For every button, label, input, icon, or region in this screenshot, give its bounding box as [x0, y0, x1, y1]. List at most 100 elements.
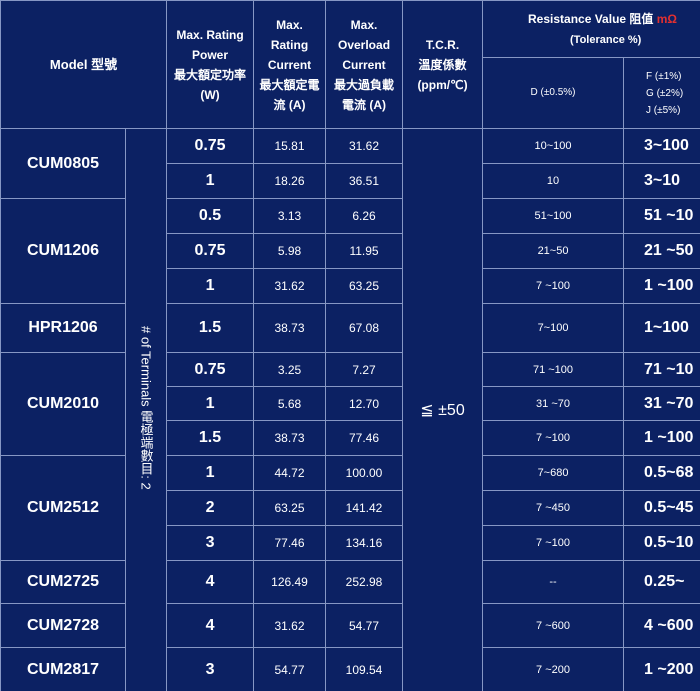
model-cell: CUM2728 [0, 603, 126, 648]
header-model: Model 型號 [0, 0, 168, 129]
current-cell: 3.25 [253, 352, 327, 387]
d-tolerance-cell: 10~100 [482, 128, 625, 164]
d-tolerance-cell: 7 ~100 [482, 268, 625, 304]
current-cell: 31.62 [253, 603, 327, 648]
current-cell: 63.25 [253, 490, 327, 526]
d-tolerance-cell: 10 [482, 163, 625, 199]
overload-cell: 7.27 [325, 352, 404, 387]
terminals-cell: # of Terminals 電極端數目: 2 [124, 128, 168, 691]
current-cell: 77.46 [253, 525, 327, 561]
table-row: 1.5 38.73 77.46 7 ~100 1 ~100 [1, 420, 700, 456]
fgj-tolerance-cell: 0.25~ [623, 560, 700, 604]
model-cell: CUM2817 [0, 647, 126, 691]
power-cell: 4 [166, 603, 255, 648]
current-cell: 18.26 [253, 163, 327, 199]
fgj-tolerance-cell: 21 ~50 [623, 233, 700, 269]
d-tolerance-cell: 31 ~70 [482, 386, 625, 421]
table-row: 1 31.62 63.25 7 ~100 1 ~100 [1, 268, 700, 304]
current-cell: 5.68 [253, 386, 327, 421]
overload-cell: 54.77 [325, 603, 404, 648]
header-overload: Max. Overload Current 最大過負載 電流 (A) [325, 0, 404, 129]
table-row: CUM1206 0.5 3.13 6.26 51~100 51 ~10 [0, 198, 700, 304]
power-cell: 1 [166, 163, 255, 199]
fgj-tolerance-cell: 3~10 [623, 163, 700, 199]
power-cell: 1.5 [166, 303, 255, 353]
power-cell: 0.75 [166, 233, 255, 269]
power-cell: 1 [166, 386, 255, 421]
overload-cell: 36.51 [325, 163, 404, 199]
power-cell: 0.75 [166, 128, 255, 164]
d-tolerance-cell: 7~680 [482, 455, 625, 491]
table-row: CUM2512 1 44.72 100.00 7~680 0.5~68 [0, 455, 700, 561]
table-row: CUM2817 3 54.77 109.54 7 ~200 1 ~200 [0, 647, 700, 691]
d-tolerance-cell: 7 ~450 [482, 490, 625, 526]
overload-cell: 63.25 [325, 268, 404, 304]
fgj-tolerance-cell: 51 ~10 [623, 198, 700, 234]
overload-cell: 141.42 [325, 490, 404, 526]
overload-cell: 77.46 [325, 420, 404, 456]
overload-cell: 6.26 [325, 198, 404, 234]
current-cell: 3.13 [253, 198, 327, 234]
overload-cell: 134.16 [325, 525, 404, 561]
d-tolerance-cell: 71 ~100 [482, 352, 625, 387]
table-row: HPR1206 1.5 38.73 67.08 7~100 1~100 [0, 303, 700, 353]
d-tolerance-cell: 7 ~100 [482, 525, 625, 561]
d-tolerance-cell: 7 ~200 [482, 647, 625, 691]
power-cell: 2 [166, 490, 255, 526]
header-fgj-tolerance: F (±1%) G (±2%) J (±5%) [623, 57, 700, 129]
overload-cell: 109.54 [325, 647, 404, 691]
current-cell: 31.62 [253, 268, 327, 304]
d-tolerance-cell: 7 ~600 [482, 603, 625, 648]
power-cell: 1 [166, 268, 255, 304]
fgj-tolerance-cell: 0.5~45 [623, 490, 700, 526]
d-tolerance-cell: 7~100 [482, 303, 625, 353]
table-row: CUM0805 # of Terminals 電極端數目: 2 0.75 15.81 3… [0, 128, 700, 691]
overload-cell: 67.08 [325, 303, 404, 353]
power-cell: 1 [166, 455, 255, 491]
tcr-cell: ≦ ±50 [402, 128, 484, 691]
model-cell: CUM2010 [0, 352, 126, 456]
table-row: 0.75 5.98 11.95 21~50 21 ~50 [1, 233, 700, 269]
overload-cell: 11.95 [325, 233, 404, 269]
fgj-tolerance-cell: 1~100 [623, 303, 700, 353]
fgj-tolerance-cell: 31 ~70 [623, 386, 700, 421]
power-cell: 1.5 [166, 420, 255, 456]
overload-cell: 12.70 [325, 386, 404, 421]
power-cell: 3 [166, 525, 255, 561]
current-cell: 38.73 [253, 420, 327, 456]
d-tolerance-cell: 21~50 [482, 233, 625, 269]
current-cell: 5.98 [253, 233, 327, 269]
header-power: Max. Rating Power 最大額定功率 (W) [166, 0, 255, 129]
overload-cell: 100.00 [325, 455, 404, 491]
model-cell: HPR1206 [0, 303, 126, 353]
current-cell: 15.81 [253, 128, 327, 164]
fgj-tolerance-cell: 0.5~68 [623, 455, 700, 491]
current-cell: 126.49 [253, 560, 327, 604]
model-cell: CUM2512 [0, 455, 126, 561]
power-cell: 4 [166, 560, 255, 604]
current-cell: 44.72 [253, 455, 327, 491]
table-row: CUM2725 4 126.49 252.98 -- 0.25~ [0, 560, 700, 604]
fgj-tolerance-cell: 4 ~600 [623, 603, 700, 648]
overload-cell: 252.98 [325, 560, 404, 604]
table-row: CUM2728 4 31.62 54.77 7 ~600 4 ~600 [0, 603, 700, 648]
power-cell: 0.5 [166, 198, 255, 234]
d-tolerance-cell: -- [482, 560, 625, 604]
fgj-tolerance-cell: 0.5~10 [623, 525, 700, 561]
model-cell: CUM2725 [0, 560, 126, 604]
header-current: Max. Rating Current 最大額定電流 (A) [253, 0, 327, 129]
fgj-tolerance-cell: 1 ~200 [623, 647, 700, 691]
fgj-tolerance-cell: 1 ~100 [623, 420, 700, 456]
d-tolerance-cell: 51~100 [482, 198, 625, 234]
table-row: 3 77.46 134.16 7 ~100 0.5~10 [1, 525, 700, 561]
power-cell: 0.75 [166, 352, 255, 387]
header-tcr: T.C.R. 溫度係數 (ppm/℃) [402, 0, 484, 129]
fgj-tolerance-cell: 71 ~10 [623, 352, 700, 387]
table-row: CUM2010 0.75 3.25 7.27 71 ~100 71 ~10 [0, 352, 700, 456]
current-cell: 54.77 [253, 647, 327, 691]
overload-cell: 31.62 [325, 128, 404, 164]
table-row: 2 63.25 141.42 7 ~450 0.5~45 [1, 490, 700, 526]
table-row: 1 5.68 12.70 31 ~70 31 ~70 [1, 386, 700, 421]
